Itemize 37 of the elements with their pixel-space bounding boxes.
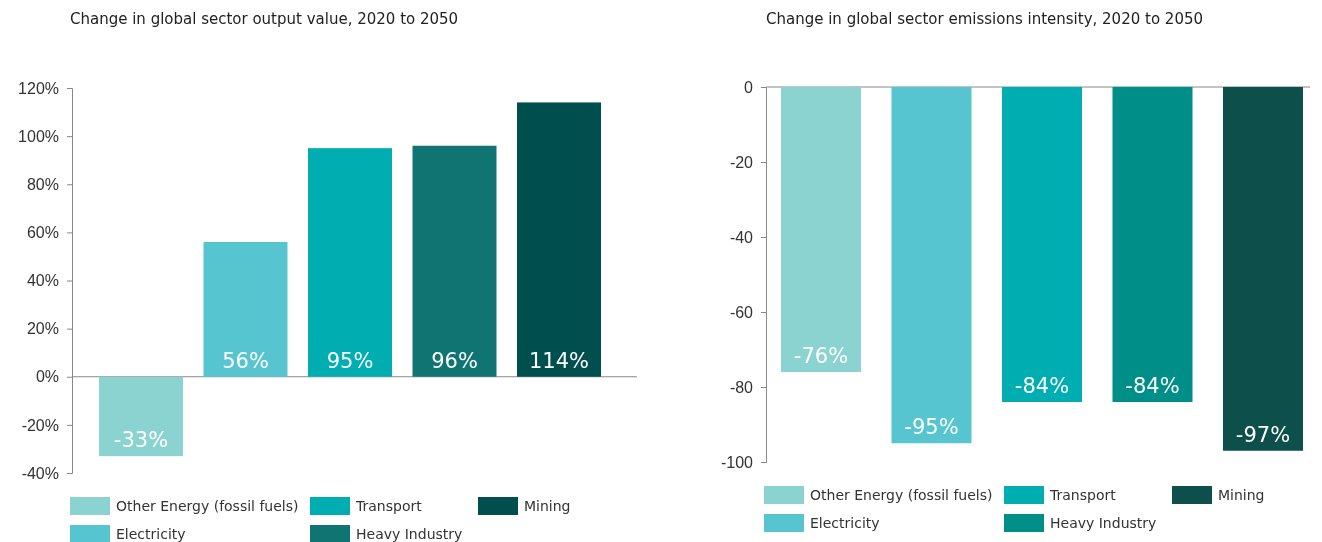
data-label: -97% [1235, 422, 1291, 447]
legend-label: Other Energy (fossil fuels) [810, 487, 993, 503]
legend-label: Heavy Industry [356, 526, 463, 542]
y-tick-label: 80% [26, 175, 59, 193]
legend-label: Mining [524, 498, 571, 514]
data-label: -33% [113, 428, 169, 453]
data-label: -76% [793, 344, 849, 368]
y-tick-label: -20% [21, 416, 59, 434]
y-tick-label: 40% [26, 272, 59, 290]
data-label: -84% [1125, 374, 1180, 398]
y-tick-label: -100 [720, 453, 754, 471]
data-label: -84% [1014, 374, 1070, 398]
legend-label: Transport [1049, 487, 1117, 503]
y-tick-label: 0% [35, 368, 59, 386]
y-tick-label: -80 [729, 378, 754, 396]
legend-label: Other Energy (fossil fuels) [116, 498, 299, 514]
data-label: -95% [904, 415, 959, 440]
data-label: 114% [528, 348, 590, 373]
chart-title: Change in global sector emissions intensity, 2020 to 2050 [766, 10, 1204, 28]
legend-label: Mining [1218, 487, 1265, 503]
data-label: 56% [222, 348, 269, 373]
legend-label: Transport [355, 498, 423, 514]
y-tick-label: -20 [729, 153, 754, 171]
y-tick-label: 100% [18, 127, 59, 145]
legend-label: Electricity [810, 515, 880, 531]
y-tick-label: -60 [729, 303, 754, 321]
data-label: 95% [326, 348, 374, 373]
y-tick-label: 60% [26, 223, 59, 241]
chart-title: Change in global sector output value, 2020 to 2050 [70, 10, 459, 28]
legend-label: Electricity [116, 526, 186, 542]
y-tick-label: -40 [729, 228, 754, 246]
y-tick-label: 0 [744, 78, 754, 96]
y-tick-label: 120% [18, 79, 59, 97]
y-tick-label: 20% [26, 320, 59, 338]
legend-label: Heavy Industry [1050, 515, 1157, 531]
data-label: 96% [431, 348, 478, 373]
y-tick-label: -40% [21, 464, 59, 482]
